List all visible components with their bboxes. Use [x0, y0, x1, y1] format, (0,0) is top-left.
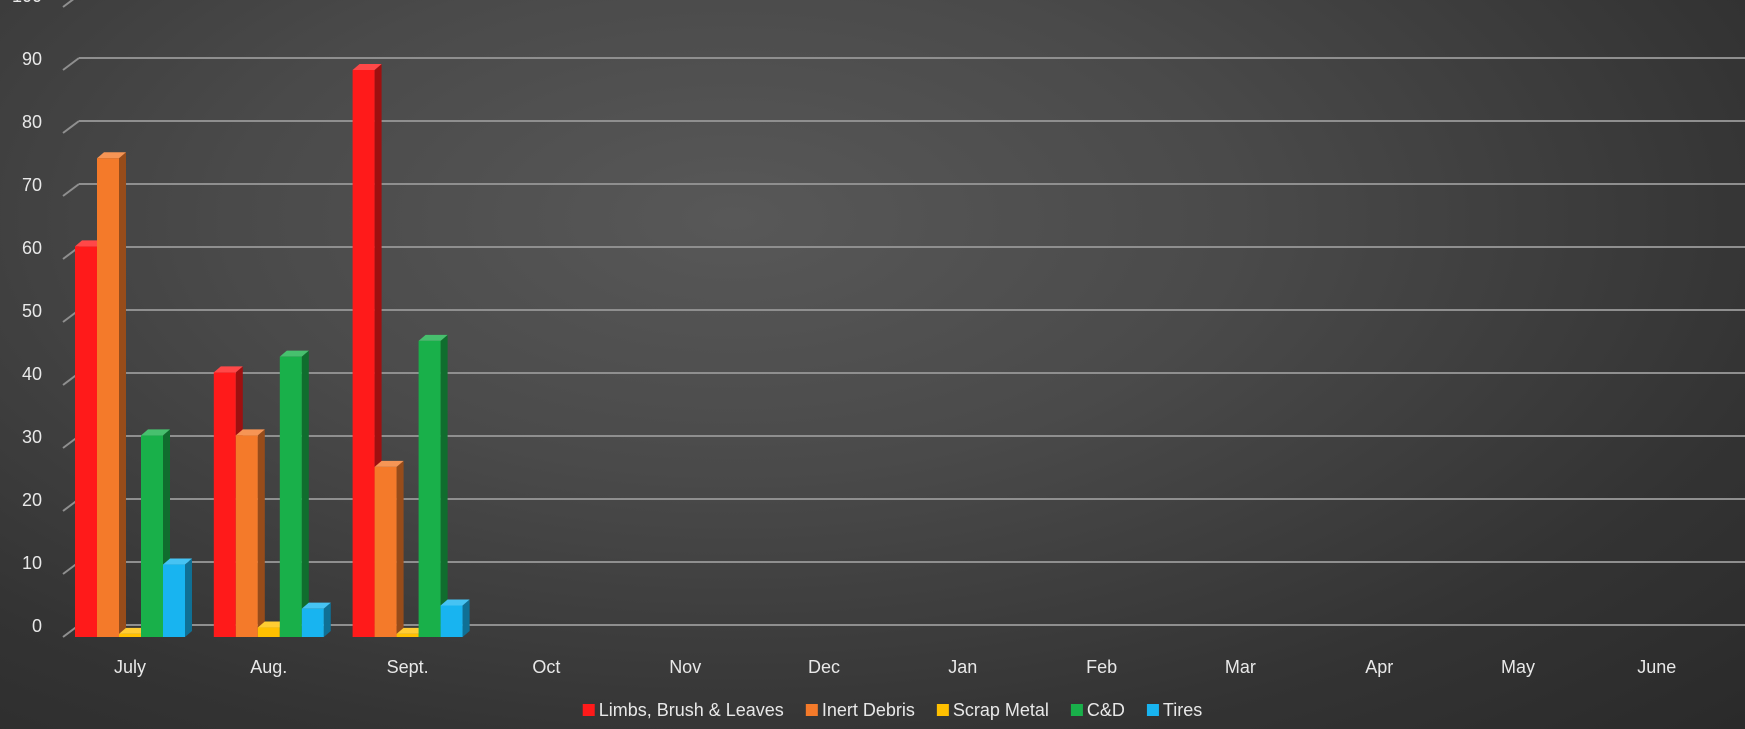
bar-top [440, 599, 470, 606]
legend-label: Scrap Metal [953, 700, 1049, 720]
bar [235, 435, 258, 637]
y-tick-label: 10 [22, 553, 42, 573]
bar [301, 608, 324, 637]
bar-top [279, 350, 309, 357]
bar-top [97, 152, 126, 159]
bar-side [119, 152, 126, 637]
legend-label: C&D [1087, 700, 1125, 720]
bar-side [323, 602, 331, 637]
bar-top [213, 366, 243, 373]
gridline-left-edge [62, 57, 80, 71]
bar-side [185, 558, 192, 637]
bar [374, 466, 397, 637]
x-tick-label: Oct [532, 657, 560, 677]
bar-top [235, 429, 265, 436]
y-tick-label: 70 [22, 175, 42, 195]
x-tick-label: Nov [669, 657, 701, 677]
bar [119, 633, 141, 637]
bar-side [396, 460, 404, 637]
y-tick-label: 30 [22, 427, 42, 447]
gridline-left-edge [62, 183, 80, 197]
legend-swatch [805, 704, 818, 716]
y-tick-label: 80 [22, 112, 42, 132]
legend-label: Inert Debris [822, 700, 915, 720]
bar-side [462, 599, 470, 637]
y-tick-label: 60 [22, 238, 42, 258]
x-tick-label: July [114, 657, 146, 677]
bar-top [301, 602, 331, 609]
x-tick-label: June [1637, 657, 1676, 677]
bar [213, 372, 236, 637]
y-tick-label: 100 [12, 0, 42, 6]
bar [163, 564, 185, 637]
bar-top [75, 240, 104, 247]
x-axis: July Aug. Sept. Oct Nov Dec Jan Feb Mar Apr May Jun… [114, 657, 1676, 677]
legend-label: Limbs, Brush & Leaves [599, 700, 784, 720]
bars [75, 64, 470, 637]
bar [418, 340, 441, 637]
bar [257, 627, 280, 637]
x-tick-label: Mar [1225, 657, 1256, 677]
x-tick-label: Apr [1365, 657, 1393, 677]
legend-swatch [1070, 704, 1083, 716]
x-tick-label: Dec [808, 657, 840, 677]
bar-top [352, 64, 382, 70]
y-tick-label: 0 [32, 616, 42, 636]
bar [279, 356, 302, 637]
legend-swatch [1146, 704, 1159, 716]
x-tick-label: Aug. [250, 657, 287, 677]
bar [396, 633, 419, 637]
y-tick-label: 20 [22, 490, 42, 510]
bar-top [141, 429, 170, 436]
gridline-left-edge [62, 120, 80, 134]
gridlines [62, 0, 1745, 638]
bar [440, 605, 463, 637]
bar-top [119, 627, 148, 634]
bar [97, 158, 119, 637]
bar-top [418, 334, 448, 341]
bar-top [163, 558, 192, 565]
x-tick-label: Feb [1086, 657, 1117, 677]
y-tick-label: 50 [22, 301, 42, 321]
bar-top [374, 460, 404, 467]
bar [352, 70, 375, 637]
bar-top [396, 627, 426, 634]
y-axis: 0 10 20 30 40 50 60 70 80 90 100 [12, 0, 42, 636]
x-tick-label: Sept. [387, 657, 429, 677]
bar [141, 435, 163, 637]
x-tick-label: Jan [948, 657, 977, 677]
bar-side [257, 429, 265, 637]
bar-side [301, 350, 309, 637]
legend-label: Tires [1163, 700, 1202, 720]
bar-side [440, 334, 448, 637]
x-tick-label: May [1501, 657, 1535, 677]
legend-swatch [936, 704, 949, 716]
legend: Limbs, Brush & Leaves Inert Debris Scrap M… [582, 700, 1202, 720]
bar [75, 246, 97, 637]
bar-top [257, 621, 287, 628]
y-tick-label: 40 [22, 364, 42, 384]
gridline-left-edge [62, 0, 74, 8]
y-tick-label: 90 [22, 49, 42, 69]
legend-swatch [582, 704, 595, 716]
